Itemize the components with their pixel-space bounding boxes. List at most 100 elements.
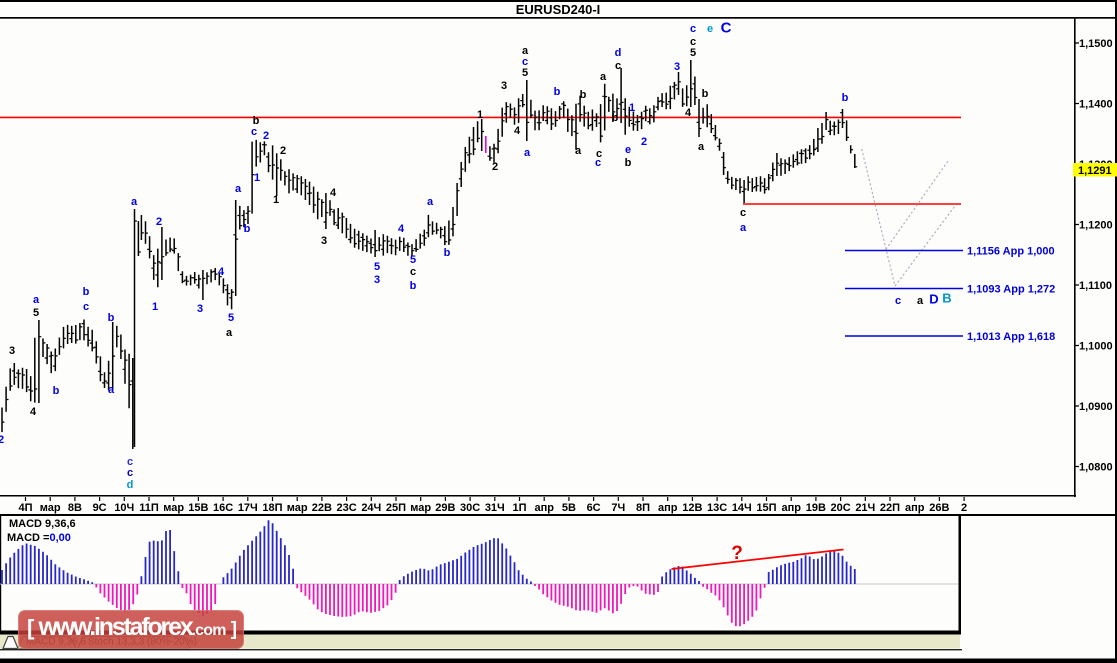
svg-text:4: 4 xyxy=(514,125,521,137)
svg-text:1: 1 xyxy=(273,194,279,206)
svg-text:3: 3 xyxy=(9,345,15,357)
svg-text:b: b xyxy=(83,286,90,298)
svg-text:23С: 23С xyxy=(337,502,357,514)
svg-text:2: 2 xyxy=(961,502,967,514)
svg-text:MACD =0,00: MACD =0,00 xyxy=(7,532,71,544)
svg-text:c: c xyxy=(895,295,901,307)
svg-text:c: c xyxy=(690,36,696,48)
svg-text:e: e xyxy=(625,144,631,156)
svg-text:5: 5 xyxy=(228,312,234,324)
svg-text:a: a xyxy=(235,183,242,195)
svg-text:21Ч: 21Ч xyxy=(855,502,875,514)
svg-text:b: b xyxy=(253,115,260,127)
svg-text:5: 5 xyxy=(690,47,696,59)
svg-text:апр: апр xyxy=(658,502,678,514)
svg-text:мар: мар xyxy=(163,502,184,514)
svg-text:2: 2 xyxy=(280,145,286,157)
svg-text:22П: 22П xyxy=(880,502,900,514)
svg-text:2: 2 xyxy=(156,216,162,228)
svg-text:20С: 20С xyxy=(831,502,851,514)
svg-text:b: b xyxy=(580,89,587,101)
svg-text:2: 2 xyxy=(641,136,647,148)
svg-text:24Ч: 24Ч xyxy=(361,502,381,514)
svg-text:1: 1 xyxy=(254,172,260,184)
svg-text:c: c xyxy=(127,456,133,468)
svg-text:12В: 12В xyxy=(682,502,702,514)
svg-text:a: a xyxy=(522,45,529,57)
svg-text:19В: 19В xyxy=(806,502,826,514)
svg-text:5В: 5В xyxy=(562,502,576,514)
svg-text:B: B xyxy=(942,291,951,306)
svg-text:29В: 29В xyxy=(435,502,455,514)
svg-text:4: 4 xyxy=(398,223,405,235)
svg-text:мар: мар xyxy=(410,502,431,514)
svg-text:1П: 1П xyxy=(512,502,526,514)
svg-text:MACD 9,36,6: MACD 9,36,6 xyxy=(9,518,76,530)
svg-text:3: 3 xyxy=(674,61,680,73)
svg-text:1: 1 xyxy=(629,102,635,114)
svg-text:апр: апр xyxy=(905,502,925,514)
svg-text:1,1400: 1,1400 xyxy=(1079,99,1113,111)
svg-text:1,1291: 1,1291 xyxy=(1078,165,1112,177)
svg-text:a: a xyxy=(108,384,115,396)
svg-text:a: a xyxy=(600,71,607,83)
svg-text:16С: 16С xyxy=(213,502,233,514)
svg-text:1: 1 xyxy=(477,109,483,121)
svg-text:b: b xyxy=(625,157,632,169)
svg-text:b: b xyxy=(554,86,561,98)
svg-text:3: 3 xyxy=(501,80,507,92)
svg-text:c: c xyxy=(410,266,416,278)
svg-text:9С: 9С xyxy=(93,502,107,514)
svg-text:18П: 18П xyxy=(262,502,282,514)
svg-text:2: 2 xyxy=(492,161,498,173)
svg-text:2: 2 xyxy=(263,130,269,142)
svg-text:a: a xyxy=(740,222,747,234)
svg-text:5: 5 xyxy=(410,254,416,266)
svg-text:a: a xyxy=(131,196,138,208)
svg-text:a: a xyxy=(524,147,531,159)
svg-text:c: c xyxy=(690,23,696,35)
svg-text:4: 4 xyxy=(30,406,37,418)
svg-text:апр: апр xyxy=(781,502,801,514)
svg-text:c: c xyxy=(740,207,746,219)
svg-text:1,1013 App 1,618: 1,1013 App 1,618 xyxy=(967,331,1055,343)
svg-text:?: ? xyxy=(731,543,743,564)
svg-text:апр: апр xyxy=(534,502,554,514)
svg-text:1,1093 App 1,272: 1,1093 App 1,272 xyxy=(967,284,1055,296)
svg-text:c: c xyxy=(522,56,528,68)
svg-text:e: e xyxy=(707,23,713,35)
svg-text:1,1100: 1,1100 xyxy=(1079,280,1112,292)
svg-text:C: C xyxy=(721,19,732,36)
svg-text:b: b xyxy=(842,92,849,104)
svg-text:a: a xyxy=(427,196,434,208)
svg-text:1,0800: 1,0800 xyxy=(1079,462,1113,474)
svg-text:6С: 6С xyxy=(587,502,601,514)
svg-text:26В: 26В xyxy=(929,502,949,514)
svg-text:b: b xyxy=(612,112,619,124)
svg-text:15В: 15В xyxy=(188,502,208,514)
svg-text:17Ч: 17Ч xyxy=(238,502,258,514)
svg-text:мар: мар xyxy=(40,502,61,514)
svg-text:b: b xyxy=(53,385,60,397)
svg-text:5: 5 xyxy=(374,261,380,273)
svg-text:a: a xyxy=(917,295,924,307)
svg-text:15П: 15П xyxy=(756,502,776,514)
svg-text:14Ч: 14Ч xyxy=(732,502,752,514)
svg-text:1,1500: 1,1500 xyxy=(1079,38,1113,50)
svg-text:1: 1 xyxy=(152,301,158,313)
svg-text:4П: 4П xyxy=(18,502,32,514)
svg-text:31Ч: 31Ч xyxy=(485,502,505,514)
svg-text:1,1000: 1,1000 xyxy=(1079,341,1113,353)
svg-text:8В: 8В xyxy=(68,502,82,514)
svg-text:EURUSD240-I: EURUSD240-I xyxy=(516,2,601,17)
svg-text:a: a xyxy=(698,141,705,153)
svg-text:3: 3 xyxy=(197,303,203,315)
svg-text:b: b xyxy=(444,247,451,259)
svg-text:a: a xyxy=(226,327,233,339)
svg-text:b: b xyxy=(244,223,251,235)
svg-text:c: c xyxy=(83,301,89,313)
svg-text:a: a xyxy=(33,294,40,306)
svg-text:b: b xyxy=(702,88,709,100)
svg-text:b: b xyxy=(108,312,115,324)
svg-text:c: c xyxy=(596,148,602,160)
